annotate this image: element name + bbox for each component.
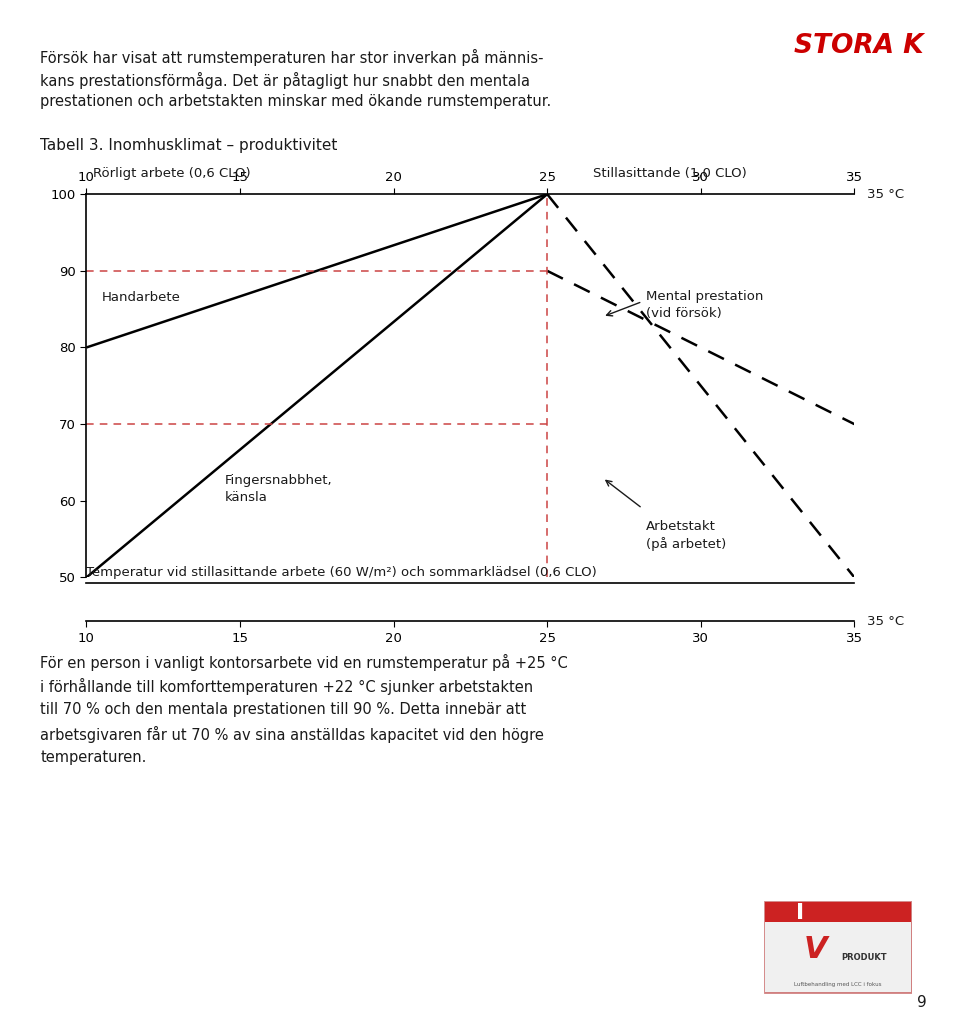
Text: Fingersnabbhet,
känsla: Fingersnabbhet, känsla — [225, 474, 332, 504]
Text: 35 °C: 35 °C — [867, 188, 903, 200]
Text: Rörligt arbete (0,6 CLO): Rörligt arbete (0,6 CLO) — [92, 168, 251, 180]
Text: V: V — [804, 935, 828, 965]
Text: Tabell 3. Inomhusklimat – produktivitet: Tabell 3. Inomhusklimat – produktivitet — [40, 138, 338, 153]
Text: till 70 % och den mentala prestationen till 90 %. Detta innebär att: till 70 % och den mentala prestationen t… — [40, 702, 527, 717]
Text: i förhållande till komforttemperaturen +22 °C sjunker arbetstakten: i förhållande till komforttemperaturen +… — [40, 679, 534, 695]
Text: Försök har visat att rumstemperaturen har stor inverkan på männis-: Försök har visat att rumstemperaturen ha… — [40, 49, 543, 66]
FancyBboxPatch shape — [765, 902, 910, 991]
Text: arbetsgivaren får ut 70 % av sina anställdas kapacitet vid den högre: arbetsgivaren får ut 70 % av sina anstäl… — [40, 726, 544, 743]
Text: prestationen och arbetstakten minskar med ökande rumstemperatur.: prestationen och arbetstakten minskar me… — [40, 94, 552, 109]
Text: PRODUKT: PRODUKT — [842, 954, 887, 962]
Text: För en person i vanligt kontorsarbete vid en rumstemperatur på +25 °C: För en person i vanligt kontorsarbete vi… — [40, 654, 568, 671]
Text: kans prestationsförmåga. Det är påtagligt hur snabbt den mentala: kans prestationsförmåga. Det är påtaglig… — [40, 72, 530, 89]
Text: STORA K: STORA K — [794, 33, 924, 58]
Bar — [765, 902, 910, 924]
Text: Arbetstakt
(på arbetet): Arbetstakt (på arbetet) — [645, 520, 726, 551]
Text: temperaturen.: temperaturen. — [40, 750, 147, 765]
Text: Temperatur vid stillasittande arbete (60 W/m²) och sommarklädsel (0,6 CLO): Temperatur vid stillasittande arbete (60… — [86, 566, 597, 579]
Text: 9: 9 — [917, 994, 926, 1010]
Text: Mental prestation
(vid försök): Mental prestation (vid försök) — [645, 290, 763, 320]
Text: Luftbehandling med LCC i fokus: Luftbehandling med LCC i fokus — [794, 982, 881, 987]
Text: I: I — [797, 903, 804, 923]
Bar — [765, 922, 910, 991]
Text: Handarbete: Handarbete — [102, 291, 180, 305]
Text: 35 °C: 35 °C — [867, 615, 903, 628]
Text: Stillasittande (1,0 CLO): Stillasittande (1,0 CLO) — [593, 168, 747, 180]
